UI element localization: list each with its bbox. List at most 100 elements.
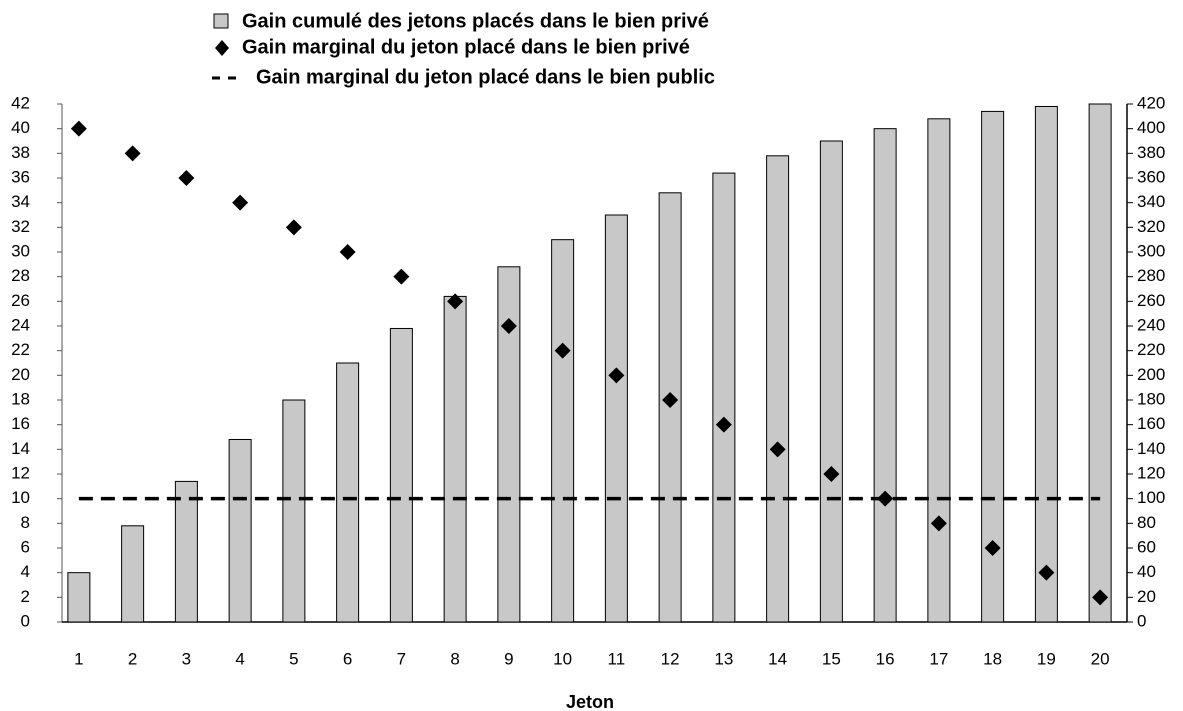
y2-tick-label: 80 [1137, 513, 1156, 532]
bar [121, 525, 145, 623]
diamond-marker [1092, 589, 1109, 606]
x-tick-label: 20 [1091, 649, 1110, 668]
y-tick-label: 18 [11, 389, 30, 408]
bar [551, 239, 575, 623]
bar [228, 438, 252, 623]
bar [1088, 103, 1112, 623]
x-tick-label: 10 [553, 649, 572, 668]
y-tick-label: 22 [11, 340, 30, 359]
y-tick-label: 38 [11, 143, 30, 162]
x-tick-label: 7 [397, 649, 406, 668]
diamond-marker [285, 219, 302, 236]
x-tick-label: 9 [504, 649, 513, 668]
bar [443, 295, 467, 623]
legend-label: Gain cumulé des jetons placés dans le bi… [242, 10, 709, 32]
x-tick-label: 17 [929, 649, 948, 668]
y2-tick-label: 100 [1137, 488, 1165, 507]
y2-tick-label: 300 [1137, 241, 1165, 260]
diamond-marker [70, 120, 87, 137]
diamond-marker [877, 490, 894, 507]
y2-tick-label: 60 [1137, 537, 1156, 556]
y-tick-label: 12 [11, 463, 30, 482]
x-tick-label: 8 [450, 649, 459, 668]
diamond-marker [930, 515, 947, 532]
bar [712, 172, 736, 623]
y-tick-label: 36 [11, 167, 30, 186]
diamond-marker [500, 318, 517, 334]
x-tick-label: 3 [182, 649, 191, 668]
y2-tick-label: 220 [1137, 340, 1165, 359]
diamond-marker [339, 244, 356, 260]
x-tick-label: 14 [768, 649, 787, 668]
diamond-marker [769, 441, 786, 458]
y-tick-label: 26 [11, 291, 30, 310]
bar [1034, 105, 1058, 623]
bar [819, 140, 843, 623]
y-tick-label: 0 [21, 611, 30, 630]
y2-tick-label: 260 [1137, 291, 1165, 310]
bar [604, 214, 628, 623]
bar [873, 128, 897, 623]
bar [389, 327, 413, 623]
diamond-marker [178, 170, 195, 186]
bar [67, 572, 91, 623]
diamond-marker [232, 194, 249, 211]
y-tick-label: 4 [21, 562, 30, 581]
diamond-marker [124, 145, 141, 162]
y2-tick-label: 20 [1137, 587, 1156, 606]
y-tick-label: 24 [11, 315, 30, 334]
x-tick-label: 15 [822, 649, 841, 668]
y-tick-label: 42 [11, 93, 30, 112]
y2-tick-label: 120 [1137, 463, 1165, 482]
bar [927, 118, 951, 623]
diamond-marker [984, 540, 1001, 556]
legend-swatch [215, 40, 229, 56]
y2-tick-label: 320 [1137, 217, 1165, 236]
x-tick-label: 2 [128, 649, 137, 668]
x-tick-label: 1 [74, 649, 83, 668]
x-tick-label: 6 [343, 649, 352, 668]
x-axis-label: Jeton [566, 692, 614, 711]
y-tick-label: 14 [11, 439, 30, 458]
legend-swatch [213, 13, 229, 29]
y-tick-label: 10 [11, 488, 30, 507]
diamond-marker [662, 392, 679, 408]
y-tick-label: 16 [11, 414, 30, 433]
y-tick-label: 20 [11, 365, 30, 384]
diamond-marker [393, 268, 410, 285]
x-tick-label: 5 [289, 649, 298, 668]
diamond-marker [447, 293, 464, 310]
diamond-marker [1038, 564, 1055, 581]
y2-tick-label: 420 [1137, 93, 1165, 112]
diamond-marker [554, 342, 571, 359]
y-tick-label: 40 [11, 118, 30, 137]
diamond-marker [608, 367, 625, 384]
bar [981, 110, 1005, 623]
legend-label: Gain marginal du jeton placé dans le bie… [256, 66, 715, 88]
bar [497, 266, 521, 623]
y2-tick-label: 160 [1137, 414, 1165, 433]
bar [174, 480, 198, 623]
x-tick-label: 11 [608, 649, 626, 668]
y2-tick-label: 360 [1137, 167, 1165, 186]
y2-tick-label: 340 [1137, 192, 1165, 211]
diamond-marker [715, 416, 732, 433]
y-tick-label: 28 [11, 266, 30, 285]
diamond-marker [823, 466, 840, 482]
y-tick-label: 34 [11, 192, 30, 211]
x-tick-label: 12 [661, 649, 680, 668]
y2-tick-label: 400 [1137, 118, 1165, 137]
x-tick-label: 4 [235, 649, 244, 668]
legend-label: Gain marginal du jeton placé dans le bie… [242, 36, 690, 58]
x-tick-label: 16 [876, 649, 895, 668]
bar [766, 155, 790, 623]
bar [282, 399, 306, 623]
bar [336, 362, 360, 623]
y2-tick-label: 180 [1137, 389, 1165, 408]
y2-tick-label: 40 [1137, 562, 1156, 581]
y-tick-label: 8 [21, 513, 30, 532]
y2-tick-label: 280 [1137, 266, 1165, 285]
y-tick-label: 32 [11, 217, 30, 236]
y2-tick-label: 140 [1137, 439, 1165, 458]
y2-tick-label: 200 [1137, 365, 1165, 384]
